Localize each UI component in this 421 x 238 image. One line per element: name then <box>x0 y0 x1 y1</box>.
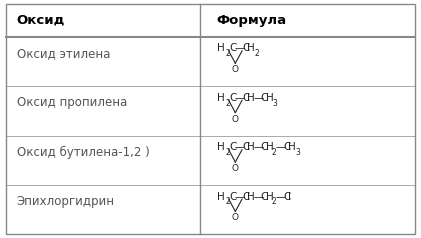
Text: Эпихлоргидрин: Эпихлоргидрин <box>17 195 115 208</box>
Text: —: — <box>276 142 286 152</box>
Text: C: C <box>283 142 291 152</box>
Text: H: H <box>217 44 224 54</box>
Text: C: C <box>283 192 291 202</box>
Text: Оксид пропилена: Оксид пропилена <box>17 96 127 109</box>
Text: C: C <box>242 192 250 202</box>
Text: 2: 2 <box>225 197 230 206</box>
Text: C: C <box>242 93 250 103</box>
Text: H: H <box>247 142 255 152</box>
Text: 3: 3 <box>272 99 277 108</box>
Text: O: O <box>232 65 239 74</box>
Text: H: H <box>266 93 273 103</box>
Text: Оксид: Оксид <box>17 14 65 27</box>
Text: —: — <box>253 93 264 103</box>
Text: 3: 3 <box>295 148 300 157</box>
Text: C: C <box>261 93 268 103</box>
Text: Оксид бутилена-1,2 ): Оксид бутилена-1,2 ) <box>17 145 149 159</box>
Text: —: — <box>234 192 245 202</box>
Text: C: C <box>242 44 250 54</box>
Text: C: C <box>261 142 268 152</box>
Text: —: — <box>253 142 264 152</box>
Text: —: — <box>276 192 286 202</box>
Text: 2: 2 <box>225 148 230 157</box>
Text: O: O <box>232 164 239 173</box>
Text: C: C <box>242 142 250 152</box>
Text: H: H <box>288 142 296 152</box>
Text: H: H <box>247 192 255 202</box>
Text: —: — <box>234 44 245 54</box>
Text: H: H <box>217 192 224 202</box>
Text: C: C <box>229 44 237 54</box>
Text: C: C <box>229 192 237 202</box>
Text: H: H <box>266 142 273 152</box>
Text: H: H <box>266 192 273 202</box>
Text: —: — <box>234 142 245 152</box>
Text: H: H <box>217 142 224 152</box>
Text: —: — <box>234 93 245 103</box>
Text: C: C <box>261 192 268 202</box>
Text: —: — <box>253 192 264 202</box>
Text: H: H <box>217 93 224 103</box>
Text: O: O <box>232 213 239 222</box>
Text: 2: 2 <box>272 197 276 206</box>
Text: Оксид этилена: Оксид этилена <box>17 47 110 60</box>
Text: l: l <box>288 192 291 202</box>
Text: O: O <box>232 114 239 124</box>
Text: C: C <box>229 93 237 103</box>
Text: 2: 2 <box>255 49 259 58</box>
Text: 2: 2 <box>272 148 276 157</box>
Text: C: C <box>229 142 237 152</box>
Text: H: H <box>247 93 255 103</box>
Text: 2: 2 <box>225 99 230 108</box>
Text: Формула: Формула <box>217 14 287 27</box>
Text: H: H <box>247 44 255 54</box>
Text: 2: 2 <box>225 49 230 58</box>
